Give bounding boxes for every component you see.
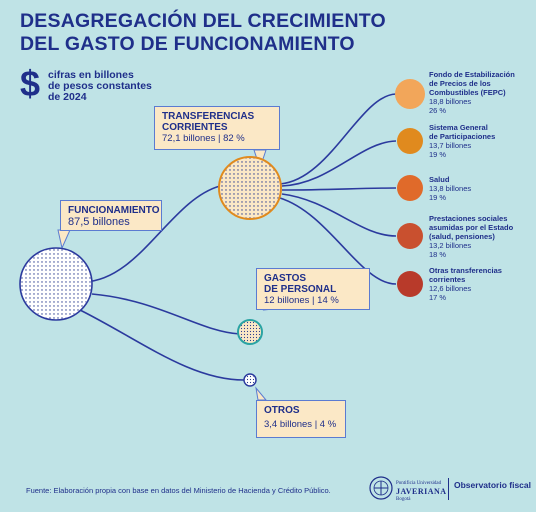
leaf-value: 13,2 billones (429, 241, 472, 250)
transferencias-label-1: TRANSFERENCIAS (162, 111, 255, 122)
otros-label: OTROS (264, 405, 300, 416)
unit-line-3: de 2024 (48, 91, 87, 103)
leaf-label: Otras transferencias corrientes 12,6 billo… (429, 266, 534, 302)
leaf-name-line: corrientes (429, 275, 466, 284)
leaf-circle-sgp (397, 128, 423, 154)
leaf-percent: 17 % (429, 293, 447, 302)
leaf-value: 18,8 billones (429, 97, 472, 106)
title-line-2: DEL GASTO DE FUNCIONAMIENTO (20, 33, 355, 55)
transferencias-label-2: CORRIENTES (162, 122, 228, 133)
leaf-name: Otras transferencias corrientes (429, 266, 534, 284)
leaf-circle-salud (397, 175, 423, 201)
javeriana-logo: Pontificia Universidad JAVERIANA Bogotá (396, 480, 447, 504)
leaf-value: 12,6 billones (429, 284, 472, 293)
leaf-name-line: Sistema General (429, 123, 488, 132)
leaf-name: Salud (429, 175, 534, 184)
callout-transferencias: TRANSFERENCIAS CORRIENTES 72,1 billones … (154, 106, 280, 150)
dollar-icon: $ (20, 63, 41, 104)
unit-line-2: de pesos constantes (48, 80, 152, 92)
link-funcionamiento-transferencias (83, 185, 221, 283)
leaf-name-line: (salud, pensiones) (429, 232, 495, 241)
link-funcionamiento-otros (79, 309, 245, 381)
link-transferencias-otras (279, 197, 397, 285)
pointer-funcionamiento (57, 229, 71, 250)
source-note: Fuente: Elaboración propia con base en d… (26, 486, 331, 495)
personal-label-1: GASTOS (264, 273, 307, 284)
leaf-name-line: Fondo de Estabilización (429, 70, 515, 79)
leaf-circle-otras (397, 271, 423, 297)
leaf-percent: 19 % (429, 193, 447, 202)
leaf-percent: 18 % (429, 250, 447, 259)
leaf-circle-fepc (395, 79, 425, 109)
leaf-name-line: Salud (429, 175, 450, 184)
javeriana-line-2: JAVERIANA (396, 487, 447, 496)
callout-funcionamiento: FUNCIONAMIENTO 87,5 billones (60, 200, 162, 231)
leaf-value: 13,8 billones (429, 184, 472, 193)
leaf-label: Fondo de Estabilización de Precios de los… (429, 70, 534, 115)
link-funcionamiento-personal (91, 293, 241, 335)
leaf-percent: 19 % (429, 150, 447, 159)
link-transferencias-fepc (279, 93, 397, 185)
leaf-name: Prestaciones sociales asumidas por el Est… (429, 214, 534, 241)
funcionamiento-label: FUNCIONAMIENTO (68, 205, 160, 216)
logos: Pontificia Universidad JAVERIANA Bogotá … (368, 474, 532, 504)
link-transferencias-sgp (281, 140, 397, 187)
unit-line-1: cifras en billones (48, 69, 134, 81)
otros-value: 3,4 billones | 4 % (264, 419, 337, 430)
observatorio-logo: Observatorio fiscal (454, 480, 532, 490)
page-title: DESAGREGACIÓN DEL CRECIMIENTO DEL GASTO … (20, 10, 440, 56)
javeriana-line-1: Pontificia Universidad (396, 481, 442, 486)
leaf-name-line: Combustibles (FEPC) (429, 88, 506, 97)
leaf-name-line: Prestaciones sociales (429, 214, 508, 223)
unit-note: cifras en billones de pesos constantes d… (48, 70, 208, 103)
personal-label-2: DE PERSONAL (264, 284, 337, 295)
leaf-name: Fondo de Estabilización de Precios de los… (429, 70, 534, 97)
link-transferencias-prestaciones (281, 193, 397, 237)
logo-divider (448, 478, 449, 500)
leaf-label: Sistema General de Participaciones 13,7 bi… (429, 123, 534, 159)
leaf-percent: 26 % (429, 106, 447, 115)
leaf-name-line: Otras transferencias (429, 266, 502, 275)
leaf-circle-prestaciones (397, 223, 423, 249)
pointer-otros (255, 386, 268, 401)
personal-value: 12 billones | 14 % (264, 295, 339, 306)
funcionamiento-value: 87,5 billones (68, 216, 130, 228)
title-line-1: DESAGREGACIÓN DEL CRECIMIENTO (20, 10, 386, 32)
leaf-name-line: de Precios de los (429, 79, 491, 88)
transferencias-value: 72,1 billones | 82 % (162, 133, 245, 144)
leaf-name: Sistema General de Participaciones (429, 123, 534, 141)
callout-personal: GASTOS DE PERSONAL 12 billones | 14 % (256, 268, 370, 310)
leaf-label: Prestaciones sociales asumidas por el Est… (429, 214, 534, 259)
javeriana-seal-icon (369, 476, 393, 500)
javeriana-line-3: Bogotá (396, 497, 411, 502)
leaf-name-line: asumidas por el Estado (429, 223, 514, 232)
callout-otros: OTROS 3,4 billones | 4 % (256, 400, 346, 438)
link-transferencias-salud (281, 187, 397, 191)
leaf-name-line: de Participaciones (429, 132, 496, 141)
leaf-value: 13,7 billones (429, 141, 472, 150)
leaf-label: Salud 13,8 billones 19 % (429, 175, 534, 202)
